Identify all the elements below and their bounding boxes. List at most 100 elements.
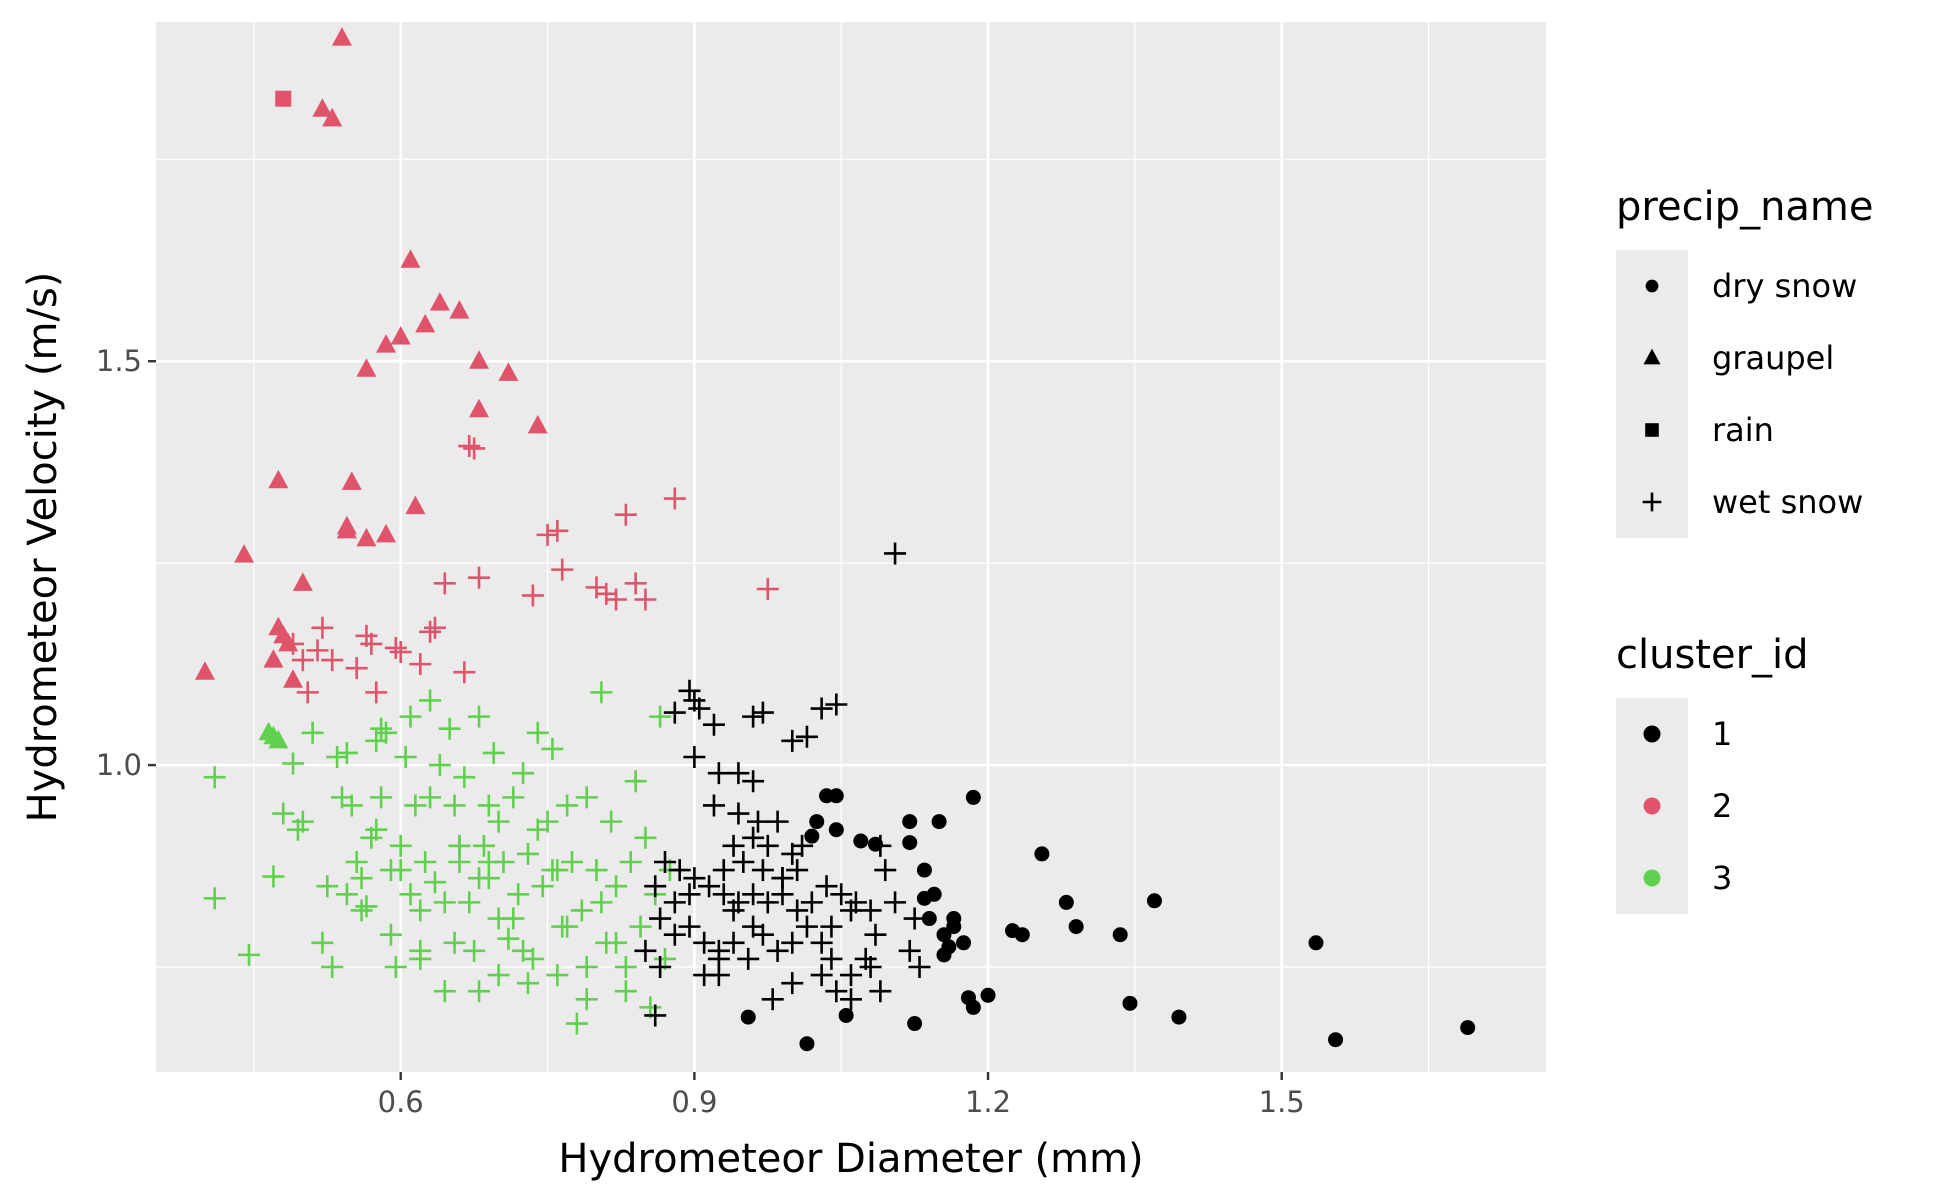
data-point xyxy=(565,1012,588,1035)
data-point xyxy=(884,542,907,565)
data-point xyxy=(404,794,427,817)
data-point xyxy=(282,632,305,655)
data-point xyxy=(781,931,804,954)
data-points xyxy=(194,27,1476,1052)
data-point xyxy=(595,582,618,605)
data-point xyxy=(463,437,486,460)
data-point xyxy=(321,956,344,978)
legend-key-plus xyxy=(1642,492,1662,512)
data-point xyxy=(331,27,352,46)
data-point xyxy=(663,487,686,510)
data-point xyxy=(463,939,486,962)
data-point xyxy=(272,802,295,825)
data-point xyxy=(1034,846,1050,862)
data-point xyxy=(644,875,667,898)
data-point xyxy=(561,851,584,873)
data-point xyxy=(946,911,962,927)
data-point xyxy=(502,907,525,930)
data-point xyxy=(350,867,373,890)
data-point xyxy=(859,899,882,922)
data-point xyxy=(340,794,363,817)
data-point xyxy=(884,891,907,914)
data-point xyxy=(356,527,377,547)
data-point xyxy=(810,964,833,987)
legend-label: rain xyxy=(1712,411,1774,449)
data-point xyxy=(840,899,862,922)
data-point xyxy=(903,907,926,930)
data-point xyxy=(614,980,637,1003)
x-axis-title: Hydrometeor Diameter (mm) xyxy=(558,1136,1143,1182)
data-point xyxy=(546,519,569,542)
legend-key-color xyxy=(1643,869,1661,887)
data-point xyxy=(419,620,442,643)
data-point xyxy=(605,588,628,611)
data-point xyxy=(605,875,628,898)
y-tick-label: 1.5 xyxy=(96,344,142,378)
data-point xyxy=(600,810,623,833)
data-point xyxy=(727,802,750,825)
data-point xyxy=(335,741,358,764)
data-point xyxy=(634,826,657,849)
data-point xyxy=(262,865,285,888)
data-point xyxy=(663,891,686,914)
data-point xyxy=(389,641,412,663)
data-point xyxy=(379,923,402,946)
data-point xyxy=(268,469,289,489)
data-point xyxy=(453,766,476,789)
data-point xyxy=(477,867,500,890)
data-point xyxy=(498,362,519,381)
legend-key-color xyxy=(1643,797,1661,815)
data-point xyxy=(335,883,358,906)
data-point xyxy=(712,859,735,882)
data-point xyxy=(487,810,510,833)
data-point xyxy=(810,697,833,720)
data-point xyxy=(825,693,848,716)
data-point xyxy=(756,891,779,914)
data-point xyxy=(526,818,549,841)
data-point xyxy=(1328,1032,1344,1048)
data-point xyxy=(521,584,544,607)
color-legend: cluster_id 1 2 3 xyxy=(1616,632,1809,914)
data-point xyxy=(477,794,500,817)
data-point xyxy=(740,1009,756,1025)
data-point xyxy=(482,741,505,764)
data-point xyxy=(898,939,921,962)
legend-label: graupel xyxy=(1712,339,1834,377)
data-point xyxy=(322,107,343,127)
axes: 0.6 0.9 1.2 1.5 1.0 1.5 xyxy=(96,344,1305,1119)
data-point xyxy=(908,956,931,978)
data-point xyxy=(415,313,436,333)
data-point xyxy=(423,871,446,894)
data-point xyxy=(795,915,818,938)
data-point xyxy=(316,875,339,898)
data-point xyxy=(756,834,779,857)
data-point xyxy=(810,931,833,954)
data-point xyxy=(468,980,491,1003)
x-tick-label: 0.9 xyxy=(671,1085,717,1119)
data-point xyxy=(263,649,284,668)
data-point xyxy=(663,701,686,724)
data-point xyxy=(376,334,397,353)
data-point xyxy=(376,523,397,543)
data-point xyxy=(619,851,642,873)
data-point xyxy=(282,752,305,775)
data-point xyxy=(688,697,711,720)
data-point xyxy=(419,786,442,809)
data-point xyxy=(902,835,918,851)
data-point xyxy=(649,705,672,728)
data-point xyxy=(394,746,417,768)
data-point xyxy=(502,786,525,809)
data-point xyxy=(722,834,745,857)
data-point xyxy=(541,859,564,882)
data-point xyxy=(546,964,569,987)
data-point xyxy=(203,766,226,789)
shape-legend-key-background xyxy=(1616,250,1688,538)
data-point xyxy=(497,927,520,950)
data-point xyxy=(389,859,412,882)
data-point xyxy=(234,544,255,563)
data-point xyxy=(605,931,628,954)
data-point xyxy=(551,558,574,581)
data-point xyxy=(370,786,393,809)
data-point xyxy=(649,956,672,978)
data-point xyxy=(941,939,957,955)
